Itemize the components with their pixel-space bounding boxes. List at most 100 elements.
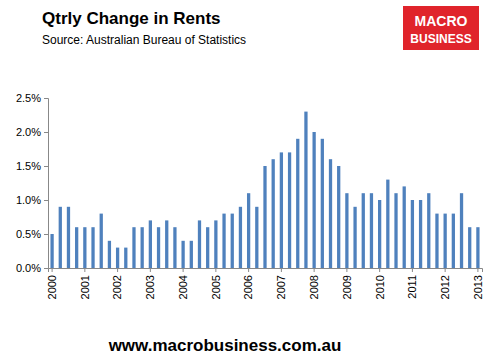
y-tick: 2.5% bbox=[16, 92, 48, 104]
bar bbox=[272, 159, 275, 268]
bar bbox=[116, 248, 119, 268]
x-tick-label: 2004 bbox=[177, 275, 189, 299]
bar bbox=[329, 159, 332, 268]
bar bbox=[288, 152, 291, 268]
bar bbox=[206, 227, 209, 268]
bar bbox=[222, 214, 225, 268]
bars bbox=[50, 112, 479, 268]
x-axis: 2000200120022003200420052006200720082009… bbox=[46, 268, 484, 299]
bar bbox=[370, 193, 373, 268]
x-tick-label: 2001 bbox=[79, 275, 91, 299]
bar bbox=[198, 220, 201, 268]
x-tick-mark bbox=[248, 268, 249, 272]
bar bbox=[460, 193, 463, 268]
bar bbox=[157, 227, 160, 268]
x-tick: 2013 bbox=[472, 268, 484, 299]
bar bbox=[108, 241, 111, 268]
bar bbox=[304, 112, 307, 268]
y-tick-label: 1.0% bbox=[16, 194, 41, 206]
bar bbox=[386, 180, 389, 268]
x-tick-label: 2003 bbox=[144, 275, 156, 299]
x-tick-mark bbox=[346, 268, 347, 272]
bar bbox=[345, 193, 348, 268]
y-tick: 2.0% bbox=[16, 126, 48, 138]
bar bbox=[321, 139, 324, 268]
bar bbox=[468, 227, 471, 268]
x-tick: 2006 bbox=[242, 268, 254, 299]
y-tick: 1.0% bbox=[16, 194, 48, 206]
x-tick-label: 2010 bbox=[373, 275, 385, 299]
x-tick: 2004 bbox=[177, 268, 189, 299]
x-tick-mark bbox=[52, 268, 53, 272]
bar bbox=[476, 227, 479, 268]
x-tick: 2002 bbox=[111, 268, 123, 299]
y-tick-label: 0.5% bbox=[16, 228, 41, 240]
x-tick-label: 2011 bbox=[406, 275, 418, 299]
x-tick-label: 2013 bbox=[472, 275, 484, 299]
x-tick-label: 2005 bbox=[210, 275, 222, 299]
bar bbox=[263, 166, 266, 268]
bar bbox=[353, 207, 356, 268]
bar bbox=[132, 227, 135, 268]
bar bbox=[239, 207, 242, 268]
x-tick-mark bbox=[445, 268, 446, 272]
x-tick-mark bbox=[150, 268, 151, 272]
bar bbox=[165, 220, 168, 268]
bar bbox=[247, 193, 250, 268]
title: Qtrly Change in Rents bbox=[42, 9, 221, 28]
bar bbox=[362, 193, 365, 268]
bar bbox=[91, 227, 94, 268]
x-tick-label: 2002 bbox=[111, 275, 123, 299]
bar bbox=[59, 207, 62, 268]
y-tick-mark bbox=[44, 166, 48, 167]
y-tick: 0.0% bbox=[16, 262, 48, 274]
x-tick: 2000 bbox=[46, 268, 58, 299]
plot: 0.0%0.5%1.0%1.5%2.0%2.5%2000200120022003… bbox=[16, 92, 484, 299]
bar bbox=[83, 227, 86, 268]
bar bbox=[280, 152, 283, 268]
x-tick-mark bbox=[281, 268, 282, 272]
bar bbox=[394, 193, 397, 268]
y-tick-mark bbox=[44, 268, 48, 269]
x-tick-label: 2009 bbox=[341, 275, 353, 299]
y-tick: 0.5% bbox=[16, 228, 48, 240]
y-tick-mark bbox=[44, 200, 48, 201]
bar bbox=[312, 132, 315, 268]
bar bbox=[214, 220, 217, 268]
y-tick-mark bbox=[44, 234, 48, 235]
bar bbox=[100, 214, 103, 268]
x-tick-mark bbox=[215, 268, 216, 272]
bar bbox=[231, 214, 234, 268]
x-tick-label: 2012 bbox=[439, 275, 451, 299]
bar bbox=[124, 248, 127, 268]
y-axis: 0.0%0.5%1.0%1.5%2.0%2.5% bbox=[16, 92, 49, 274]
y-axis-line bbox=[44, 99, 49, 269]
x-tick: 2012 bbox=[439, 268, 451, 299]
bar bbox=[337, 166, 340, 268]
x-tick: 2011 bbox=[406, 268, 418, 299]
y-tick-label: 2.5% bbox=[16, 92, 41, 104]
bar bbox=[141, 227, 144, 268]
bar bbox=[190, 241, 193, 268]
logo-text: MACRO bbox=[415, 13, 468, 29]
subtitle: Source: Australian Bureau of Statistics bbox=[42, 33, 246, 47]
bar bbox=[75, 227, 78, 268]
x-tick: 2005 bbox=[210, 268, 222, 299]
y-tick-label: 2.0% bbox=[16, 126, 41, 138]
x-tick-label: 2006 bbox=[242, 275, 254, 299]
logo-text: BUSINESS bbox=[410, 32, 471, 46]
bar bbox=[50, 234, 53, 268]
y-tick-label: 0.0% bbox=[16, 262, 41, 274]
bar bbox=[403, 186, 406, 268]
bar bbox=[419, 200, 422, 268]
x-tick-mark bbox=[183, 268, 184, 272]
bar bbox=[378, 200, 381, 268]
chart: Qtrly Change in Rents Source: Australian … bbox=[0, 0, 492, 364]
x-tick: 2008 bbox=[308, 268, 320, 299]
footer-url: www.macrobusiness.com.au bbox=[108, 336, 342, 355]
bar bbox=[444, 214, 447, 268]
y-tick-mark bbox=[44, 98, 48, 99]
x-tick-mark bbox=[477, 268, 478, 272]
x-tick-mark bbox=[314, 268, 315, 272]
bar bbox=[255, 207, 258, 268]
